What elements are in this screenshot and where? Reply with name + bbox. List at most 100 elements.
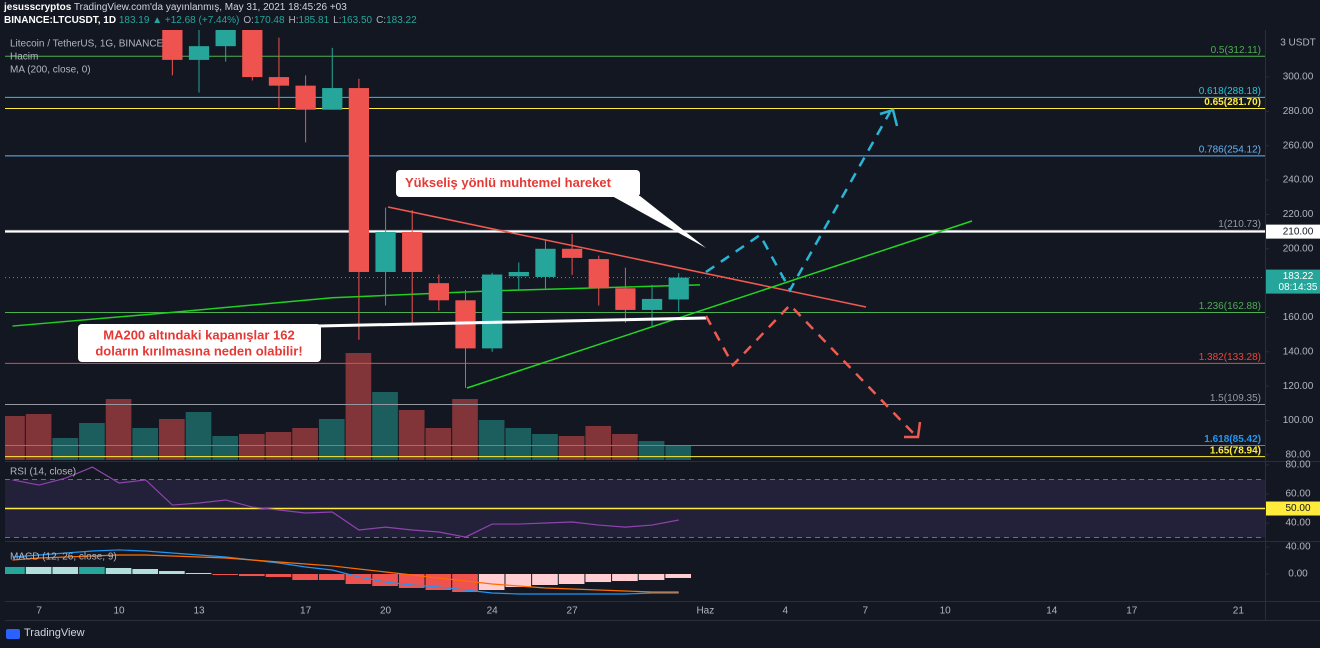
- signal-line: [12, 554, 679, 593]
- macd-bar: [505, 573, 532, 588]
- macd-bar: [105, 567, 132, 574]
- macd-bar: [185, 572, 212, 574]
- currency-label: 3 USDT: [1280, 38, 1316, 49]
- x-tick-label: 17: [300, 606, 312, 617]
- candle-body: [268, 77, 290, 86]
- y-tick-label: 120.00: [1283, 381, 1314, 392]
- callout-text: MA200 altındaki kapanışlar 162: [103, 327, 294, 342]
- volume-bar: [345, 353, 372, 460]
- macd-bar: [612, 573, 638, 582]
- volume-label: Hacim: [10, 52, 38, 63]
- callout-box: [78, 324, 321, 362]
- y-tick-label: 60.00: [1285, 489, 1310, 500]
- change: ▲ +12.68 (+7.44%): [152, 15, 240, 26]
- candle-body: [375, 231, 396, 272]
- hline-label: 210.00: [1283, 226, 1314, 237]
- macd-bar: [532, 573, 558, 586]
- x-tick-label: 10: [940, 606, 952, 617]
- midline-tag: [1266, 501, 1320, 516]
- y-tick-label: 300.00: [1283, 72, 1314, 83]
- macd-bar: [452, 573, 478, 593]
- candle-body: [668, 277, 689, 300]
- macd-bar: [52, 566, 79, 574]
- macd-bar: [5, 566, 25, 574]
- y-tick-label: 0.00: [1288, 569, 1308, 580]
- volume-bar: [532, 434, 558, 460]
- fib-label: 1.618(85.42): [1204, 434, 1261, 445]
- y-tick-label: 160.00: [1283, 312, 1314, 323]
- candle-body: [295, 85, 316, 110]
- header-line: jesusscryptos TradingView.com'da yayınla…: [4, 2, 347, 13]
- price: 183.19: [118, 15, 150, 26]
- x-tick-label: 7: [36, 606, 42, 617]
- published: TradingView.com'da yayınlanmış, May 31, …: [73, 2, 347, 13]
- x-tick-label: 24: [487, 606, 499, 617]
- x-tick-label: 20: [380, 606, 392, 617]
- ohlc-key: L:: [333, 15, 342, 26]
- callout-text: Yükseliş yönlü muhtemel hareket: [405, 175, 612, 190]
- macd-bar: [638, 573, 665, 581]
- main-pane: 0.5(312.11) 0.618(288.18)0.65(281.70) 0.78…: [5, 30, 1265, 460]
- y-tick-label: 140.00: [1283, 346, 1314, 357]
- fib-label: 1.236(162.88): [1199, 301, 1261, 312]
- volume-bar: [585, 426, 612, 460]
- rsi-line: [12, 466, 679, 538]
- fib-label: 0.5(312.11): [1211, 45, 1261, 56]
- fib-label: 1.382(133.28): [1199, 352, 1261, 363]
- macd-bar: [478, 573, 505, 591]
- ohlc-key: C:: [376, 15, 387, 26]
- macd-line: [12, 549, 679, 595]
- trendline: [466, 220, 973, 389]
- countdown: 08:14:35: [1279, 282, 1318, 293]
- volume-bar: [5, 416, 25, 460]
- macd-title: MACD (12, 26, close, 9): [10, 552, 117, 563]
- bearish-path: [704, 303, 916, 436]
- macd-pane: [5, 549, 692, 595]
- y-tick-label: 40.00: [1285, 542, 1310, 553]
- last-price-tag: [1266, 269, 1320, 294]
- fib-label: 1.5(109.35): [1210, 393, 1261, 404]
- y-tick-label: 100.00: [1283, 415, 1314, 426]
- macd-bar: [238, 573, 265, 577]
- x-tick-label: 21: [1233, 606, 1245, 617]
- candle-body: [588, 259, 609, 289]
- y-tick-label: 240.00: [1283, 175, 1314, 186]
- symbol: BINANCE:LTCUSDT, 1D: [4, 15, 117, 26]
- volume-bar: [292, 428, 318, 460]
- volume-bar: [212, 436, 238, 460]
- ohlc: O:170.48 H:185.81 L:163.50 C:183.22: [239, 15, 416, 26]
- arrow-head: [879, 108, 899, 127]
- author: jesusscryptos: [4, 2, 72, 13]
- volume-bar: [478, 420, 505, 460]
- x-tick-label: 7: [862, 606, 868, 617]
- y-tick-label: 80.00: [1285, 460, 1310, 471]
- volume-bar: [318, 419, 345, 460]
- y-tick-label: 80.00: [1285, 449, 1310, 460]
- brand: TradingView: [24, 627, 85, 639]
- fib-label: 0.786(254.12): [1199, 144, 1261, 155]
- drawings: Yükseliş yönlü muhtemel hareket MA200 al…: [78, 108, 973, 439]
- volume-bar: [159, 419, 185, 460]
- rsi-title: RSI (14, close): [10, 467, 76, 478]
- fib-label: 0.618(288.18): [1199, 86, 1261, 97]
- macd-bar: [25, 566, 52, 574]
- midline-label: 50.00: [1285, 503, 1310, 514]
- candle-body: [641, 298, 663, 310]
- candle-body: [162, 30, 183, 60]
- macd-bar: [558, 573, 585, 584]
- volume-bar: [558, 436, 585, 460]
- ohlc-value: 170.48: [253, 15, 285, 26]
- x-tick-label: 17: [1126, 606, 1138, 617]
- macd-bar: [212, 573, 238, 576]
- arrow-head: [904, 421, 922, 439]
- logo: [6, 629, 20, 639]
- volume-bar: [52, 438, 79, 460]
- y-tick-label: 260.00: [1283, 140, 1314, 151]
- volume-bar: [372, 392, 398, 460]
- x-tick-label: 10: [113, 606, 125, 617]
- macd-bar: [132, 569, 159, 574]
- macd-bar: [79, 566, 105, 574]
- last-price-label: 183.22: [1283, 271, 1314, 282]
